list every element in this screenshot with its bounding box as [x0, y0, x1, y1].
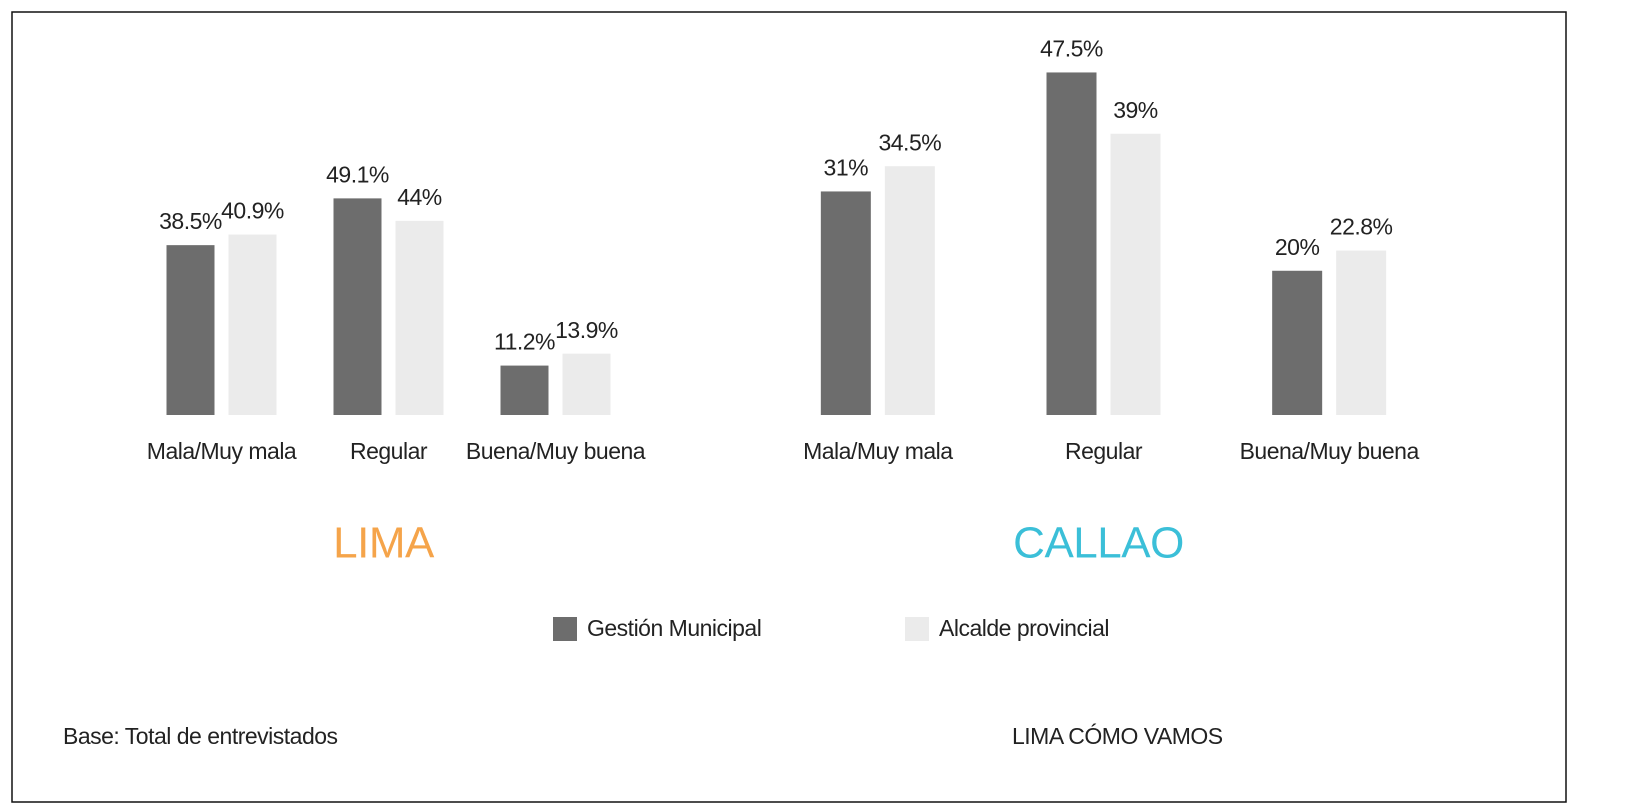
- value-label: 13.9%: [555, 317, 618, 343]
- x-tick-label: Regular: [1065, 438, 1143, 464]
- bar: [1272, 270, 1323, 415]
- value-label: 20%: [1275, 234, 1320, 260]
- value-label: 31%: [824, 155, 869, 181]
- x-tick-label: Mala/Muy mala: [147, 438, 297, 464]
- x-tick-label: Buena/Muy buena: [1240, 438, 1420, 464]
- legend-swatch: [905, 617, 929, 641]
- chart-title: CALLAO: [1013, 519, 1184, 568]
- legend-label: Alcalde provincial: [939, 615, 1109, 641]
- bar: [395, 220, 444, 415]
- value-label: 47.5%: [1040, 36, 1103, 62]
- bar: [500, 365, 549, 415]
- bar: [333, 198, 382, 415]
- value-label: 22.8%: [1330, 214, 1393, 240]
- value-label: 39%: [1113, 97, 1158, 123]
- value-label: 34.5%: [878, 129, 941, 155]
- value-label: 11.2%: [494, 329, 555, 355]
- value-label: 44%: [397, 184, 442, 210]
- bar: [1336, 250, 1387, 415]
- frame: [11, 11, 1567, 803]
- bar: [562, 353, 611, 415]
- footnote: Base: Total de entrevistados: [63, 723, 338, 749]
- x-tick-label: Mala/Muy mala: [803, 438, 953, 464]
- bar: [1046, 72, 1097, 416]
- bar: [166, 245, 215, 415]
- x-tick-label: Regular: [350, 438, 428, 464]
- legend-label: Gestión Municipal: [587, 615, 761, 641]
- bar: [1110, 133, 1161, 415]
- value-label: 49.1%: [326, 161, 389, 187]
- source: LIMA CÓMO VAMOS: [1012, 723, 1223, 749]
- bar: [884, 166, 935, 415]
- x-tick-label: Buena/Muy buena: [466, 438, 646, 464]
- legend-swatch: [553, 617, 577, 641]
- bar: [228, 234, 277, 415]
- bar: [820, 191, 871, 415]
- chart-title: LIMA: [333, 519, 435, 568]
- value-label: 38.5%: [159, 208, 222, 234]
- value-label: 40.9%: [221, 198, 284, 224]
